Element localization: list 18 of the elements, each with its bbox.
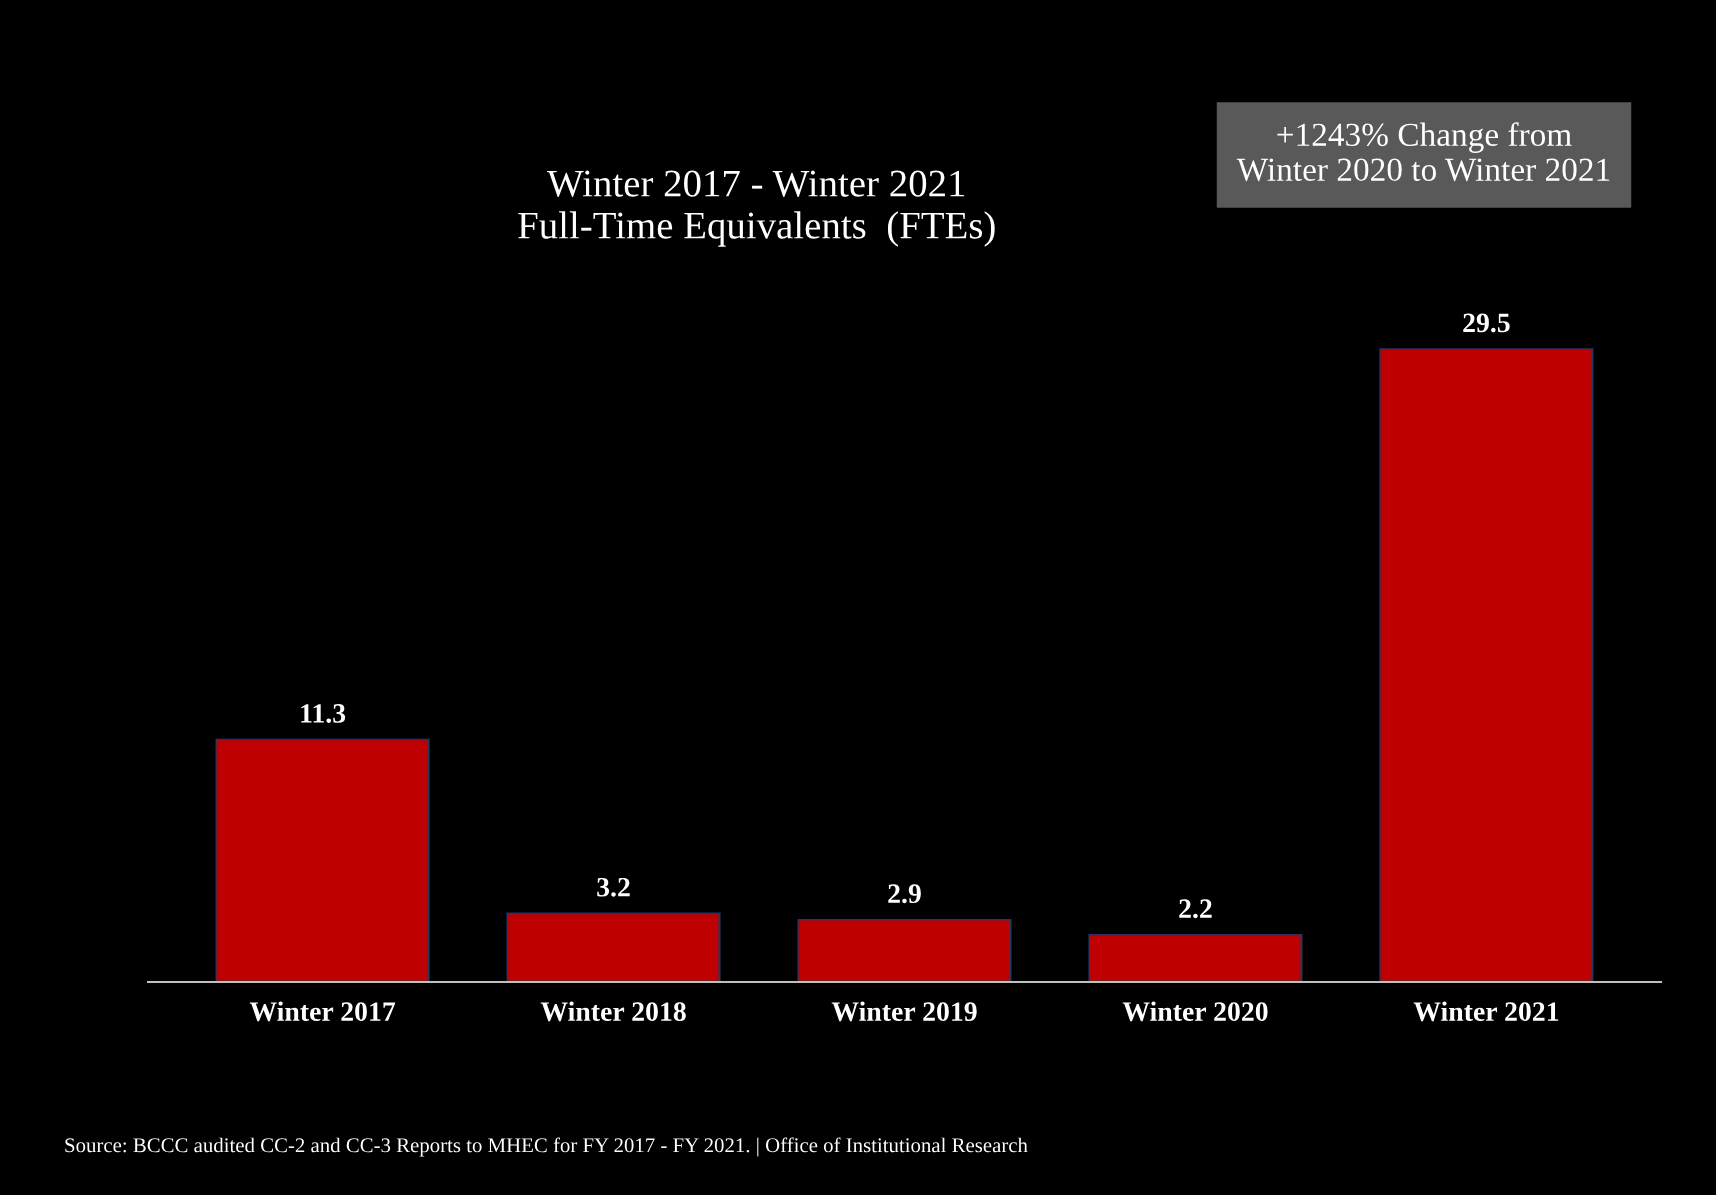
bar — [1088, 933, 1303, 982]
source-note: Source: BCCC audited CC-2 and CC-3 Reports to MHEC for FY 2017 - FY 2021. | Office of Institutional Research — [65, 1137, 1028, 1157]
x-tick-label: Winter 2019 — [831, 1001, 977, 1022]
bar — [797, 918, 1012, 982]
data-label: 3.2 — [597, 877, 630, 897]
text: +1243% Change from Winter 2020 to Winter 2021 — [1236, 122, 1610, 182]
chart-title: Winter 2017 - Winter 2021 Full-Time Equivalents (FTEs) — [518, 170, 995, 247]
data-label: 29.5 — [1463, 313, 1510, 333]
data-label: 2.2 — [1179, 899, 1212, 919]
x-tick-label: Winter 2021 — [1413, 1001, 1559, 1022]
data-label: 11.3 — [301, 704, 346, 723]
x-tick-label: Winter 2020 — [1122, 1001, 1268, 1022]
bar — [506, 912, 721, 982]
bar — [1379, 348, 1594, 982]
bar — [215, 738, 430, 982]
x-tick-label: Winter 2017 — [249, 1001, 396, 1022]
data-label: 2.9 — [888, 884, 921, 904]
x-tick-label: Winter 2018 — [540, 1001, 686, 1022]
